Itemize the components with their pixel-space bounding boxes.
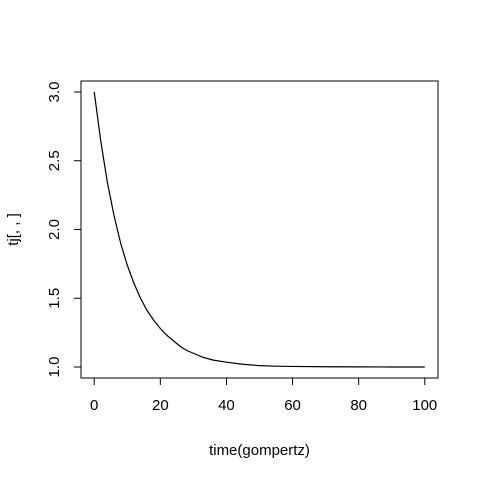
y-tick-label: 1.0	[46, 357, 63, 378]
x-axis-title: time(gompertz)	[209, 442, 310, 459]
y-tick-label: 3.0	[46, 82, 63, 103]
x-tick-label: 60	[284, 397, 301, 414]
series-line	[93, 91, 425, 368]
x-tick-label: 0	[90, 397, 98, 414]
x-tick-label: 100	[412, 397, 437, 414]
plot-frame	[80, 80, 439, 379]
y-axis-title: tj[, , ]	[5, 213, 22, 246]
x-axis: 0 20 40 60 80 100	[90, 377, 437, 414]
y-axis: 1.0 1.5 2.0 2.5 3.0	[46, 82, 82, 378]
x-tick-label: 20	[152, 397, 169, 414]
y-tick-label: 2.0	[46, 219, 63, 240]
x-tick-label: 80	[350, 397, 367, 414]
x-tick-label: 40	[218, 397, 235, 414]
y-tick-label: 1.5	[46, 288, 63, 309]
y-tick-label: 2.5	[46, 150, 63, 171]
